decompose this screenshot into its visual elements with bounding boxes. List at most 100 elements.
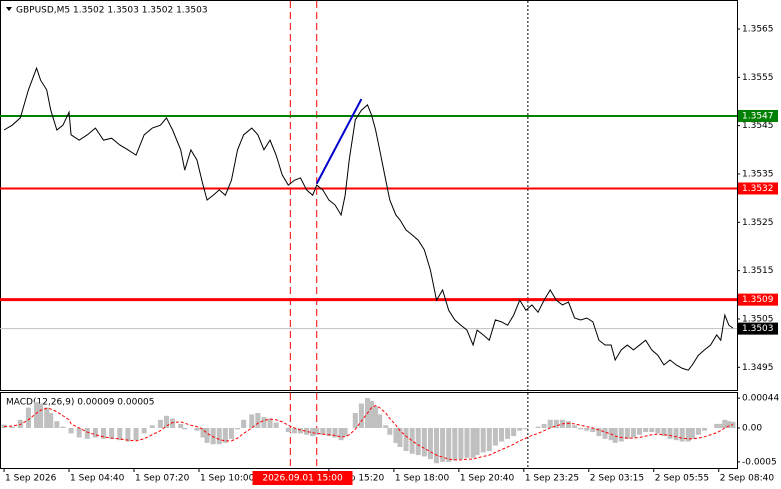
macd-bar	[149, 425, 155, 428]
macd-bar	[204, 427, 210, 443]
macd-bar	[403, 427, 409, 452]
macd-bar	[440, 427, 446, 462]
level-label-box	[738, 322, 778, 335]
macd-bar	[48, 413, 54, 428]
level-label: 1.3547	[742, 111, 774, 121]
macd-bar	[643, 427, 649, 433]
level-label: 1.3509	[742, 295, 774, 305]
menu-triangle	[6, 7, 12, 11]
level-label: 1.3503	[742, 324, 774, 334]
macd-bar	[541, 423, 547, 428]
macd-bar	[722, 419, 728, 428]
macd-bar	[310, 427, 316, 437]
macd-bar	[458, 427, 464, 460]
macd-frame	[0, 392, 738, 469]
macd-bar	[714, 423, 720, 428]
macd-bar	[547, 419, 553, 428]
macd-bar	[9, 426, 15, 428]
x-highlight-box	[252, 471, 353, 485]
y-tick-label: 0.00044	[742, 394, 779, 404]
macd-bar	[178, 423, 184, 428]
macd-bar	[261, 417, 267, 428]
macd-bar	[369, 400, 375, 428]
macd-bar	[505, 427, 511, 439]
macd-bar	[25, 407, 31, 428]
macd-bar	[492, 427, 498, 446]
x-tick-label: 2 Sep 03:15	[590, 474, 644, 484]
y-tick-label: 1.3565	[742, 24, 774, 34]
macd-bar	[470, 427, 476, 458]
macd-bar	[685, 427, 691, 442]
macd-bar	[235, 427, 241, 430]
chart-title: GBPUSD,M5 1.3502 1.3503 1.3502 1.3503	[16, 6, 208, 16]
macd-bar	[535, 426, 541, 428]
macd-bar	[446, 427, 452, 462]
trend-line	[315, 98, 363, 185]
y-tick-label: 1.3535	[742, 169, 774, 179]
macd-bar	[109, 427, 115, 439]
macd-bar	[377, 414, 383, 428]
macd-bar	[726, 421, 732, 428]
macd-bar	[649, 427, 655, 433]
macd-bar	[342, 427, 348, 437]
macd-bar	[590, 427, 596, 433]
macd-bar	[397, 427, 403, 447]
macd-bar	[241, 419, 247, 428]
macd-bar	[194, 427, 200, 431]
macd-bar	[517, 427, 523, 431]
macd-bar	[383, 425, 389, 428]
y-tick-label: 1.3505	[742, 314, 774, 324]
macd-title: MACD(12,26,9) 0.00009 0.00005	[6, 398, 155, 408]
macd-bar	[200, 427, 206, 438]
macd-bar	[314, 427, 320, 435]
macd-bar	[464, 427, 470, 458]
signal-line	[4, 405, 734, 461]
macd-bar	[84, 427, 90, 439]
macd-bar	[434, 427, 440, 464]
x-tick-label: 1 Sep 04:40	[70, 474, 125, 484]
macd-bar	[157, 419, 163, 428]
y-tick-label: 0.00	[742, 423, 762, 433]
macd-bar	[304, 427, 310, 435]
macd-bar	[273, 422, 279, 428]
macd-bar	[572, 425, 578, 428]
macd-bar	[17, 419, 23, 428]
macd-bar	[285, 427, 291, 433]
macd-bar	[602, 427, 608, 439]
y-tick-label: 1.3545	[742, 121, 774, 131]
macd-bar	[249, 414, 255, 428]
macd-bar	[624, 427, 630, 439]
macd-bar	[92, 427, 98, 438]
level-label: 1.3532	[742, 184, 774, 194]
macd-bar	[452, 427, 458, 461]
macd-bar	[216, 427, 222, 445]
x-tick-label: 1 Sep 20:40	[460, 474, 515, 484]
macd-bar	[393, 427, 399, 443]
macd-bar	[60, 426, 66, 428]
macd-bar	[421, 427, 427, 457]
macd-bar	[338, 427, 344, 441]
macd-bar	[673, 427, 679, 441]
main-frame	[0, 0, 738, 391]
macd-bar	[170, 418, 176, 428]
macd-bar	[655, 427, 661, 434]
macd-bar	[523, 427, 529, 430]
macd-bar	[596, 427, 602, 437]
macd-bar	[630, 427, 636, 438]
macd-bar	[679, 427, 685, 442]
macd-bar	[141, 427, 147, 434]
macd-bar	[228, 427, 234, 439]
macd-bar	[352, 413, 358, 428]
x-tick-label: 1 Sep 2026	[5, 474, 57, 484]
y-tick-label: 1.3525	[742, 218, 774, 228]
macd-bar	[291, 427, 297, 434]
macd-bar	[695, 427, 701, 435]
macd-bar	[618, 427, 624, 442]
x-tick-label: 1 Sep 23:25	[525, 474, 579, 484]
macd-bar	[637, 427, 643, 435]
macd-bar	[34, 402, 40, 428]
macd-bar	[332, 427, 338, 438]
x-highlight-label: 2026.09.01 15:00	[262, 474, 343, 484]
macd-bar	[584, 427, 590, 431]
macd-bar	[182, 427, 188, 430]
